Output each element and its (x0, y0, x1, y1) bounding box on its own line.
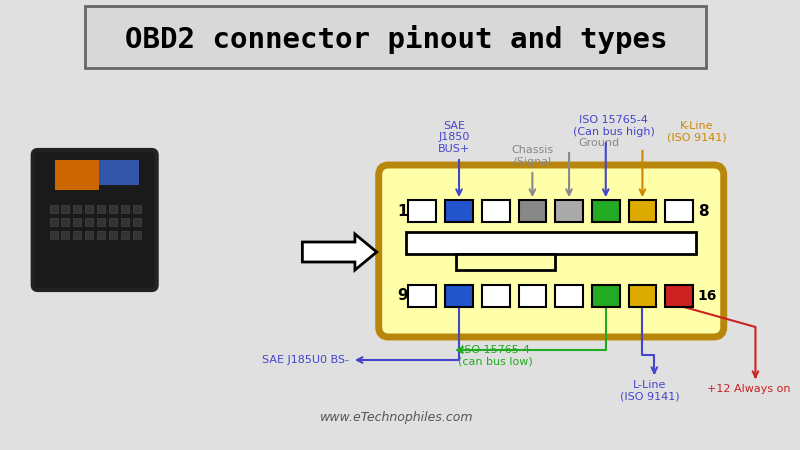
Bar (121, 231, 129, 239)
Text: ISO 15765-4
(can bus low): ISO 15765-4 (can bus low) (458, 345, 533, 367)
Bar (518, 200, 546, 222)
Bar (445, 285, 473, 307)
Bar (50, 218, 58, 226)
Text: 9: 9 (397, 288, 408, 303)
Bar (629, 285, 656, 307)
Bar (133, 205, 141, 213)
Bar (445, 200, 473, 222)
Bar (74, 218, 82, 226)
FancyBboxPatch shape (33, 150, 157, 290)
Bar (86, 205, 93, 213)
Bar (62, 231, 70, 239)
Bar (592, 200, 620, 222)
Bar (482, 285, 510, 307)
Bar (50, 231, 58, 239)
Text: 8: 8 (698, 203, 710, 219)
Bar (133, 231, 141, 239)
Bar (74, 205, 82, 213)
Bar (406, 232, 696, 254)
Bar (666, 285, 693, 307)
FancyArrow shape (302, 234, 377, 270)
Bar (97, 205, 105, 213)
FancyBboxPatch shape (86, 6, 706, 68)
Text: OBD2 connector pinout and types: OBD2 connector pinout and types (126, 26, 668, 54)
Bar (121, 218, 129, 226)
Bar (86, 218, 93, 226)
Bar (97, 231, 105, 239)
Text: Chassis
/Signal: Chassis /Signal (511, 145, 554, 167)
Bar (133, 218, 141, 226)
Bar (555, 285, 583, 307)
Bar (86, 231, 93, 239)
Bar (456, 254, 555, 270)
Text: +12 Always on: +12 Always on (706, 384, 790, 394)
Bar (97, 218, 105, 226)
Text: K-Line
(ISO 9141): K-Line (ISO 9141) (667, 122, 726, 143)
Bar (518, 285, 546, 307)
Bar (54, 160, 99, 190)
Bar (629, 200, 656, 222)
Text: www.eTechnophiles.com: www.eTechnophiles.com (320, 411, 474, 424)
Bar (121, 205, 129, 213)
Text: L-Line
(ISO 9141): L-Line (ISO 9141) (619, 380, 679, 401)
Bar (74, 231, 82, 239)
Bar (50, 205, 58, 213)
Bar (109, 231, 117, 239)
Bar (62, 205, 70, 213)
Bar (409, 285, 436, 307)
FancyBboxPatch shape (378, 165, 724, 337)
Text: SAE
J1850
BUS+: SAE J1850 BUS+ (438, 121, 470, 154)
Bar (555, 200, 583, 222)
Text: 16: 16 (697, 289, 717, 303)
Bar (109, 218, 117, 226)
Text: SAE J185U0 BS-: SAE J185U0 BS- (262, 355, 349, 365)
Bar (592, 285, 620, 307)
Bar (666, 200, 693, 222)
Text: ISO 15765-4
(Can bus high): ISO 15765-4 (Can bus high) (573, 115, 654, 137)
Text: Ground: Ground (578, 138, 619, 148)
Bar (409, 200, 436, 222)
Bar (62, 218, 70, 226)
Text: 1: 1 (398, 203, 408, 219)
Bar (482, 200, 510, 222)
Bar (109, 205, 117, 213)
Bar (99, 160, 138, 185)
